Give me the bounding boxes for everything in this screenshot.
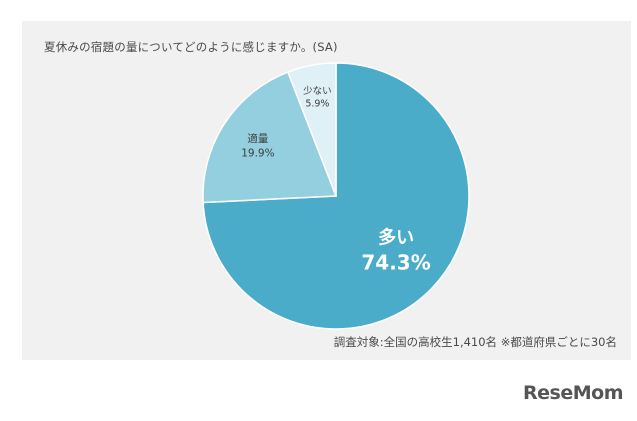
pie-slice-2 <box>286 62 337 197</box>
slice-value-0: 74.3% <box>361 251 430 275</box>
pie-chart: 多い 74.3% 適量 19.9% 少ない 5.9% <box>202 62 470 330</box>
chart-footnote: 調査対象:全国の高校生1,410名 ※都道府県ごとに30名 <box>333 335 617 349</box>
slice-label-1: 適量 <box>247 132 268 145</box>
slice-value-1: 19.9% <box>241 147 274 159</box>
chart-title: 夏休みの宿題の量についてどのように感じますか。(SA) <box>44 40 338 54</box>
pie-slice-1 <box>202 71 338 204</box>
chart-panel: 夏休みの宿題の量についてどのように感じますか。(SA) 多い 74.3% 適量 19.… <box>22 21 631 360</box>
resemom-logo: ReseMom <box>523 382 623 404</box>
logo-text: ReseMom <box>523 382 623 404</box>
slice-label-0: 多い <box>378 226 414 248</box>
slice-label-2: 少ない <box>303 86 332 97</box>
slice-value-2: 5.9% <box>305 99 329 110</box>
